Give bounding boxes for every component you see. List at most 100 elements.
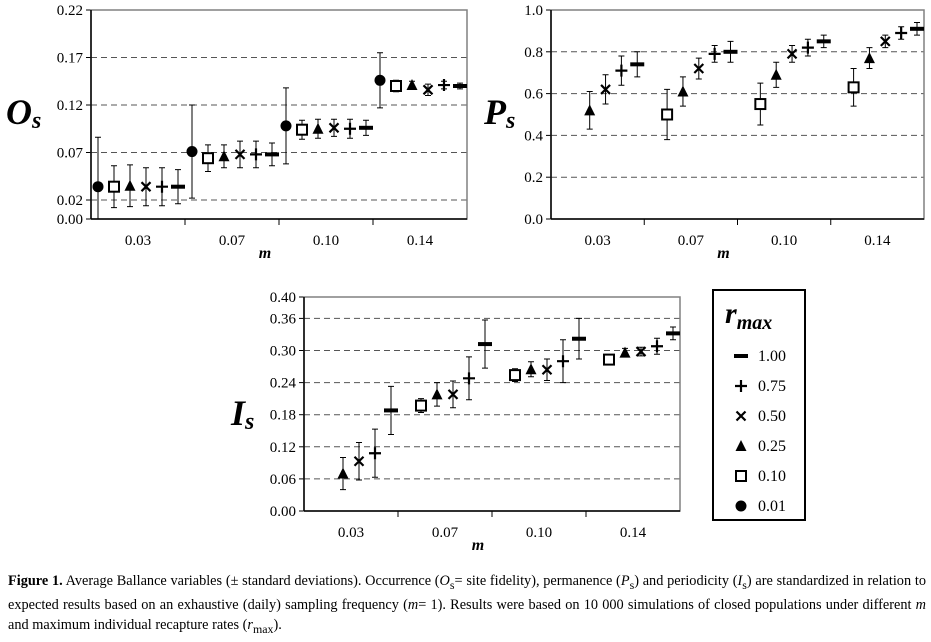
data-point-dash bbox=[816, 39, 831, 44]
data-point-square bbox=[754, 98, 767, 111]
y-tick-label: 0.18 bbox=[270, 408, 296, 424]
data-point-triangle bbox=[863, 52, 875, 64]
data-point-triangle bbox=[525, 363, 537, 375]
data-point-circle bbox=[92, 181, 104, 193]
data-point-triangle bbox=[584, 104, 596, 116]
data-point-x bbox=[447, 389, 459, 400]
legend-label: 1.00 bbox=[758, 348, 786, 365]
y-tick-label: 0.24 bbox=[270, 376, 297, 392]
data-point-x bbox=[880, 36, 891, 47]
data-point-x bbox=[693, 63, 705, 74]
data-point-plus bbox=[615, 64, 628, 77]
panel-label: Ps bbox=[483, 92, 515, 134]
x-tick-label: 0.10 bbox=[771, 233, 797, 249]
legend-marker-square bbox=[735, 470, 747, 482]
data-point-square bbox=[390, 80, 402, 92]
legend: rmax 1.00 0.75 0.50 0.25 0.10 0.01 bbox=[712, 289, 806, 521]
figure: 0.00 0.02 0.07 0.12 0.17 0.22 0.03 0.07 0.10 0.14… bbox=[6, 3, 925, 554]
panel-label: Os bbox=[6, 92, 41, 134]
data-point-dash bbox=[572, 336, 586, 341]
y-tick-label: 0.4 bbox=[524, 128, 543, 144]
legend-label: 0.10 bbox=[758, 468, 786, 485]
data-point-dash bbox=[359, 125, 373, 130]
y-tick-label: 0.2 bbox=[524, 170, 543, 186]
data-point-triangle bbox=[677, 85, 689, 97]
y-tick-label: 0.00 bbox=[57, 212, 83, 228]
legend-marker-circle bbox=[735, 500, 747, 512]
data-point-plus bbox=[708, 47, 721, 60]
legend-items: 1.00 0.75 0.50 0.25 0.10 0.01 bbox=[734, 348, 786, 515]
plot-frame bbox=[303, 296, 681, 512]
data-point-dash bbox=[478, 342, 492, 347]
data-point-square bbox=[202, 152, 214, 165]
data-point-x bbox=[234, 149, 246, 160]
data-point-dash bbox=[630, 62, 645, 67]
y-tick-label: 0.12 bbox=[57, 98, 83, 114]
panel-label: Is bbox=[230, 393, 254, 435]
data-point-dash bbox=[171, 184, 185, 189]
y-tick-label: 0.8 bbox=[524, 45, 543, 61]
data-point-x bbox=[422, 84, 434, 96]
y-tick-label: 0.06 bbox=[270, 472, 297, 488]
data-point-plus bbox=[344, 122, 356, 135]
x-axis-label: m bbox=[472, 537, 484, 554]
x-tick-label: 0.03 bbox=[125, 233, 151, 249]
x-tick-label: 0.14 bbox=[620, 525, 647, 541]
x-tick-label: 0.14 bbox=[407, 233, 434, 249]
data-point-square bbox=[603, 353, 615, 366]
legend-marker-triangle bbox=[735, 440, 747, 451]
data-point-plus bbox=[557, 355, 569, 368]
y-tick-label: 0.40 bbox=[270, 290, 296, 306]
data-point-x bbox=[786, 48, 798, 60]
y-tick-label: 0.30 bbox=[270, 344, 296, 360]
data-point-square bbox=[847, 81, 860, 94]
data-point-dash bbox=[265, 152, 279, 157]
data-point-x bbox=[541, 364, 553, 376]
data-point-x bbox=[140, 181, 152, 192]
error-bar bbox=[95, 136, 101, 220]
legend-marker-plus bbox=[735, 380, 747, 392]
data-point-square bbox=[108, 180, 120, 193]
data-point-plus bbox=[801, 41, 814, 54]
y-tick-label: 0.0 bbox=[524, 212, 543, 228]
legend-label: 0.75 bbox=[758, 378, 786, 395]
data-point-circle bbox=[374, 74, 386, 86]
legend-frame bbox=[712, 289, 806, 521]
figure-caption: Figure 1. Average Ballance variables (± … bbox=[8, 573, 926, 636]
data-point-x bbox=[353, 455, 365, 467]
data-point-square bbox=[509, 369, 521, 382]
data-point-x bbox=[635, 346, 647, 357]
x-tick-label: 0.07 bbox=[219, 233, 246, 249]
data-point-triangle bbox=[124, 179, 136, 191]
data-point-plus bbox=[463, 372, 475, 385]
data-point-dash bbox=[384, 408, 398, 413]
data-point-circle bbox=[186, 146, 198, 158]
data-point-triangle bbox=[619, 346, 631, 358]
x-axis-label: m bbox=[259, 245, 271, 262]
data-point-dash bbox=[723, 49, 738, 54]
legend-label: 0.01 bbox=[758, 498, 786, 515]
x-tick-label: 0.03 bbox=[338, 525, 364, 541]
data-point-circle bbox=[280, 120, 292, 132]
data-point-dash bbox=[666, 331, 680, 336]
data-point-x bbox=[600, 84, 611, 95]
data-point-triangle bbox=[218, 150, 230, 162]
y-tick-label: 0.36 bbox=[270, 311, 297, 327]
x-tick-label: 0.07 bbox=[678, 233, 705, 249]
data-point-triangle bbox=[337, 467, 349, 479]
y-tick-label: 0.00 bbox=[270, 504, 296, 520]
data-point-plus bbox=[369, 447, 381, 460]
caption-label: Figure 1. bbox=[8, 573, 63, 589]
chart-panel-os: 0.00 0.02 0.07 0.12 0.17 0.22 0.03 0.07 0.10 0.14… bbox=[6, 3, 468, 262]
chart-panel-ps: 0.0 0.2 0.4 0.6 0.8 1.0 0.03 0.07 0.10 0.14 m Ps bbox=[483, 3, 925, 262]
data-point-plus bbox=[438, 79, 450, 92]
legend-marker-x bbox=[735, 410, 747, 422]
legend-label: 0.25 bbox=[758, 438, 786, 455]
legend-title: rmax bbox=[725, 297, 772, 334]
x-tick-label: 0.10 bbox=[526, 525, 552, 541]
y-tick-label: 0.07 bbox=[57, 146, 84, 162]
data-point-dash bbox=[910, 26, 924, 31]
data-point-x bbox=[328, 122, 340, 134]
x-tick-label: 0.07 bbox=[432, 525, 459, 541]
data-point-dash bbox=[453, 84, 467, 88]
